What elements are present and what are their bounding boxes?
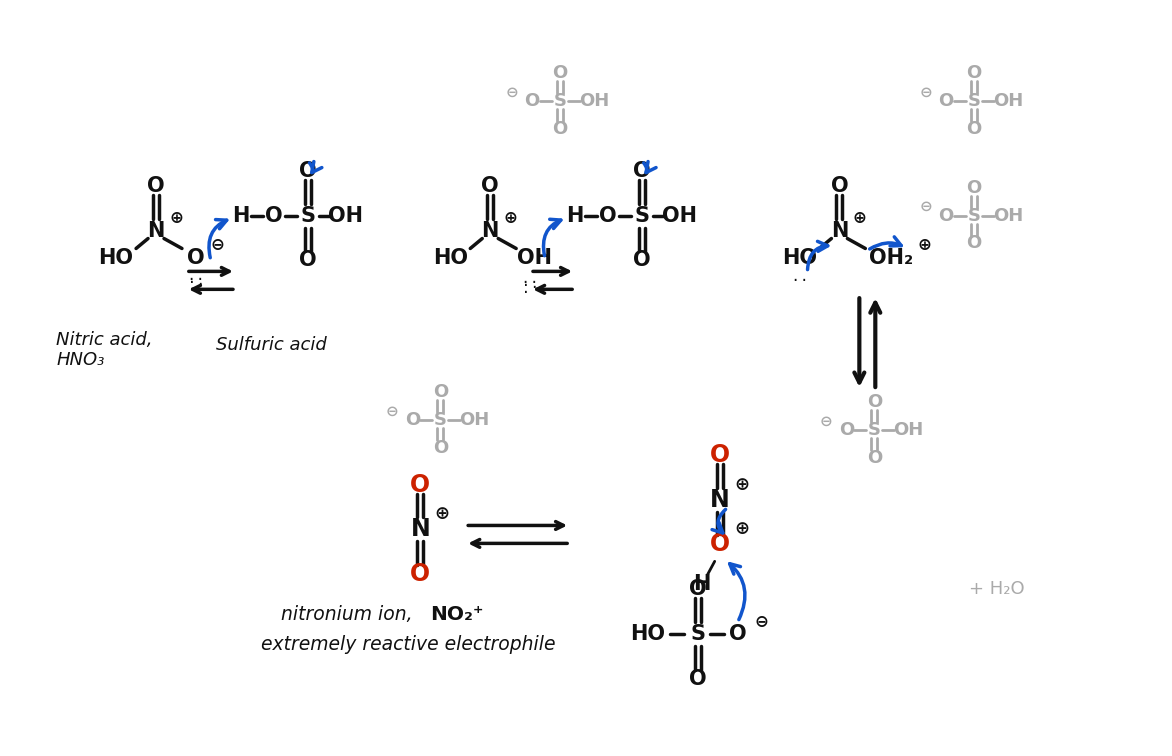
Text: . .: . . [792,268,806,285]
Text: S: S [690,624,706,644]
Text: O: O [689,579,707,600]
Text: O: O [599,206,616,225]
Text: ⊕: ⊕ [435,506,450,523]
Text: ⊕: ⊕ [852,209,866,227]
Text: ⊕: ⊕ [918,237,931,255]
Text: HO: HO [98,249,134,268]
Text: N: N [831,221,849,240]
Text: O: O [482,175,499,196]
Text: O: O [967,234,982,253]
Text: ⊖: ⊖ [211,237,225,255]
Text: O: O [633,161,650,181]
Text: ⊖: ⊖ [386,404,398,418]
Text: N: N [148,221,165,240]
Text: ⊖: ⊖ [506,85,518,100]
Text: nitronium ion,: nitronium ion, [281,605,418,624]
Text: H: H [566,206,584,225]
Text: HNO₃: HNO₃ [56,351,104,369]
Text: : ·: : · [523,279,537,297]
Text: O: O [866,393,883,411]
Text: O: O [839,421,854,438]
Text: HO: HO [782,249,817,268]
Text: extremely reactive electrophile: extremely reactive electrophile [261,634,556,653]
Text: N: N [410,517,430,541]
Text: O: O [552,64,567,82]
Text: N: N [482,221,499,240]
Text: O: O [967,120,982,138]
Text: O: O [866,449,883,466]
Text: O: O [148,175,165,196]
Text: . .: . . [523,269,537,287]
Text: OH₂: OH₂ [870,249,913,268]
Text: O: O [432,438,448,457]
Text: HO: HO [432,249,468,268]
Text: O: O [410,562,430,586]
Text: O: O [410,472,430,497]
Text: S: S [553,92,566,110]
Text: OH: OH [993,92,1023,110]
Text: S: S [634,206,649,225]
Text: O: O [729,624,747,644]
Text: O: O [939,92,954,110]
Text: S: S [968,206,981,225]
Text: S: S [968,92,981,110]
Text: OH: OH [459,411,490,429]
Text: O: O [299,161,316,181]
Text: NO₂⁺: NO₂⁺ [430,605,484,624]
Text: ⊕: ⊕ [503,209,517,227]
Text: O: O [709,532,730,556]
Text: O: O [188,249,205,268]
Text: O: O [709,443,730,466]
Text: ⊕: ⊕ [734,476,749,494]
Text: OH: OH [517,249,552,268]
Text: S: S [300,206,315,225]
Text: H: H [693,575,710,594]
Text: Sulfuric acid: Sulfuric acid [216,336,327,354]
Text: + H₂O: + H₂O [969,580,1024,598]
Text: ⊖: ⊖ [755,613,769,631]
Text: ⊖: ⊖ [820,414,833,429]
Text: ⊖: ⊖ [920,199,933,214]
Text: O: O [525,92,540,110]
Text: : ·: : · [189,277,203,294]
Text: O: O [831,175,849,196]
Text: S: S [867,421,881,438]
Text: O: O [432,383,448,401]
Text: OH: OH [328,206,363,225]
Text: O: O [552,120,567,138]
Text: O: O [265,206,282,225]
Text: OH: OH [662,206,697,225]
Text: O: O [689,669,707,689]
Text: OH: OH [893,421,924,438]
Text: O: O [939,206,954,225]
Text: HO: HO [631,624,666,644]
Text: ⊕: ⊕ [169,209,183,227]
Text: O: O [404,411,420,429]
Text: O: O [967,64,982,82]
Text: N: N [710,488,729,512]
Text: O: O [633,250,650,271]
Text: ⊕: ⊕ [734,520,749,538]
Text: O: O [967,178,982,197]
Text: . .: . . [189,266,203,284]
Text: ⊖: ⊖ [920,85,933,100]
Text: OH: OH [579,92,609,110]
Text: Nitric acid,: Nitric acid, [56,331,152,349]
Text: H: H [232,206,250,225]
Text: OH: OH [993,206,1023,225]
Text: O: O [299,250,316,271]
Text: S: S [434,411,447,429]
